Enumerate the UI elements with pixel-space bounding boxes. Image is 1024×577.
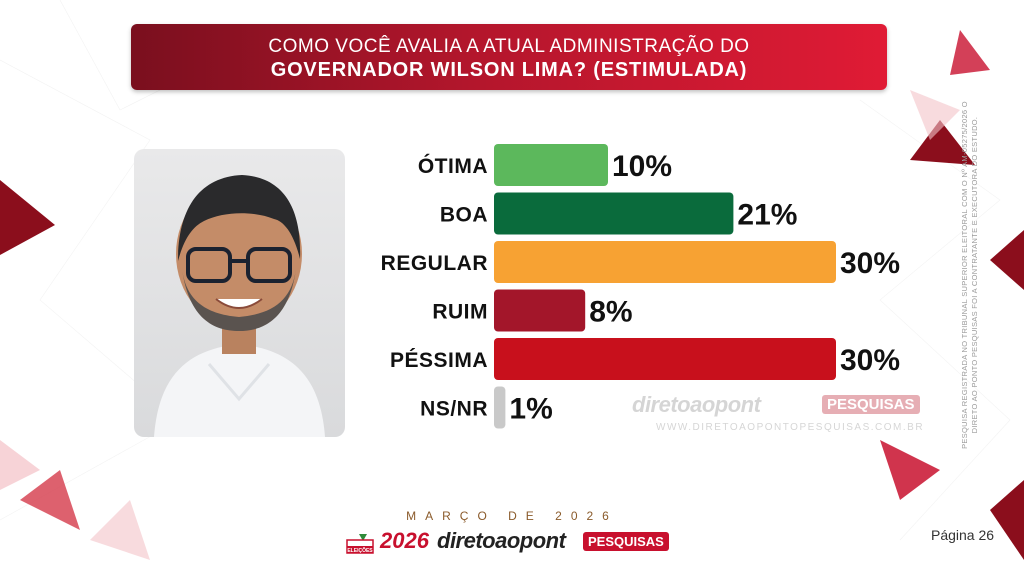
footer-logo: ELEIÇÕES 2026 diretoaopont PESQUISAS: [345, 528, 669, 556]
ballot-box-icon: ELEIÇÕES: [346, 534, 374, 554]
category-label-ruim: RUIM: [432, 301, 488, 324]
watermark-logo: diretoaopont PESQUISAS WWW.DIRETOAOPONTO…: [632, 392, 923, 440]
person-portrait-icon: [154, 175, 325, 437]
footer-brand: diretoaopont: [437, 528, 566, 553]
footer-tag: PESQUISAS: [583, 532, 669, 551]
survey-date: MARÇO DE 2026: [406, 509, 618, 523]
category-label-pessima: PÉSSIMA: [390, 349, 488, 372]
title-line-2: GOVERNADOR WILSON LIMA? (ESTIMULADA): [270, 59, 748, 81]
bar-boa: [494, 192, 734, 235]
bar-ruim: [494, 289, 586, 332]
value-label-ns-nr: 1%: [509, 393, 552, 426]
title-line-1: COMO VOCÊ AVALIA A ATUAL ADMINISTRAÇÃO D…: [268, 36, 750, 57]
category-label-boa: BOA: [440, 204, 488, 227]
watermark-url: WWW.DIRETOAOPONTOPESQUISAS.COM.BR: [656, 422, 925, 433]
page-number: Página 26: [931, 527, 995, 543]
value-label-pessima: 30%: [840, 344, 900, 377]
bar-pessima: [494, 338, 836, 380]
candidate-photo: [134, 149, 345, 437]
value-label-otima: 10%: [612, 150, 672, 183]
registration-note: PESQUISA REGISTRADA NO TRIBUNAL SUPERIOR…: [945, 100, 995, 450]
value-label-regular: 30%: [840, 247, 900, 280]
title-banner: COMO VOCÊ AVALIA A ATUAL ADMINISTRAÇÃO D…: [131, 24, 887, 90]
bar-ns-nr: [494, 386, 506, 429]
footer-year: 2026: [380, 528, 429, 553]
check-mark-icon: [359, 534, 367, 541]
watermark-tag: PESQUISAS: [822, 395, 920, 414]
watermark-brand: diretoaopont: [632, 392, 761, 417]
value-label-boa: 21%: [737, 199, 797, 232]
category-label-otima: ÓTIMA: [418, 154, 488, 178]
category-label-regular: REGULAR: [381, 252, 488, 275]
bar-regular: [494, 241, 836, 283]
bar-otima: [494, 144, 608, 186]
category-label-ns-nr: NS/NR: [420, 398, 488, 421]
value-label-ruim: 8%: [589, 296, 632, 329]
registration-note-text: PESQUISA REGISTRADA NO TRIBUNAL SUPERIOR…: [960, 101, 979, 449]
ballot-box-label: ELEIÇÕES: [347, 547, 373, 554]
